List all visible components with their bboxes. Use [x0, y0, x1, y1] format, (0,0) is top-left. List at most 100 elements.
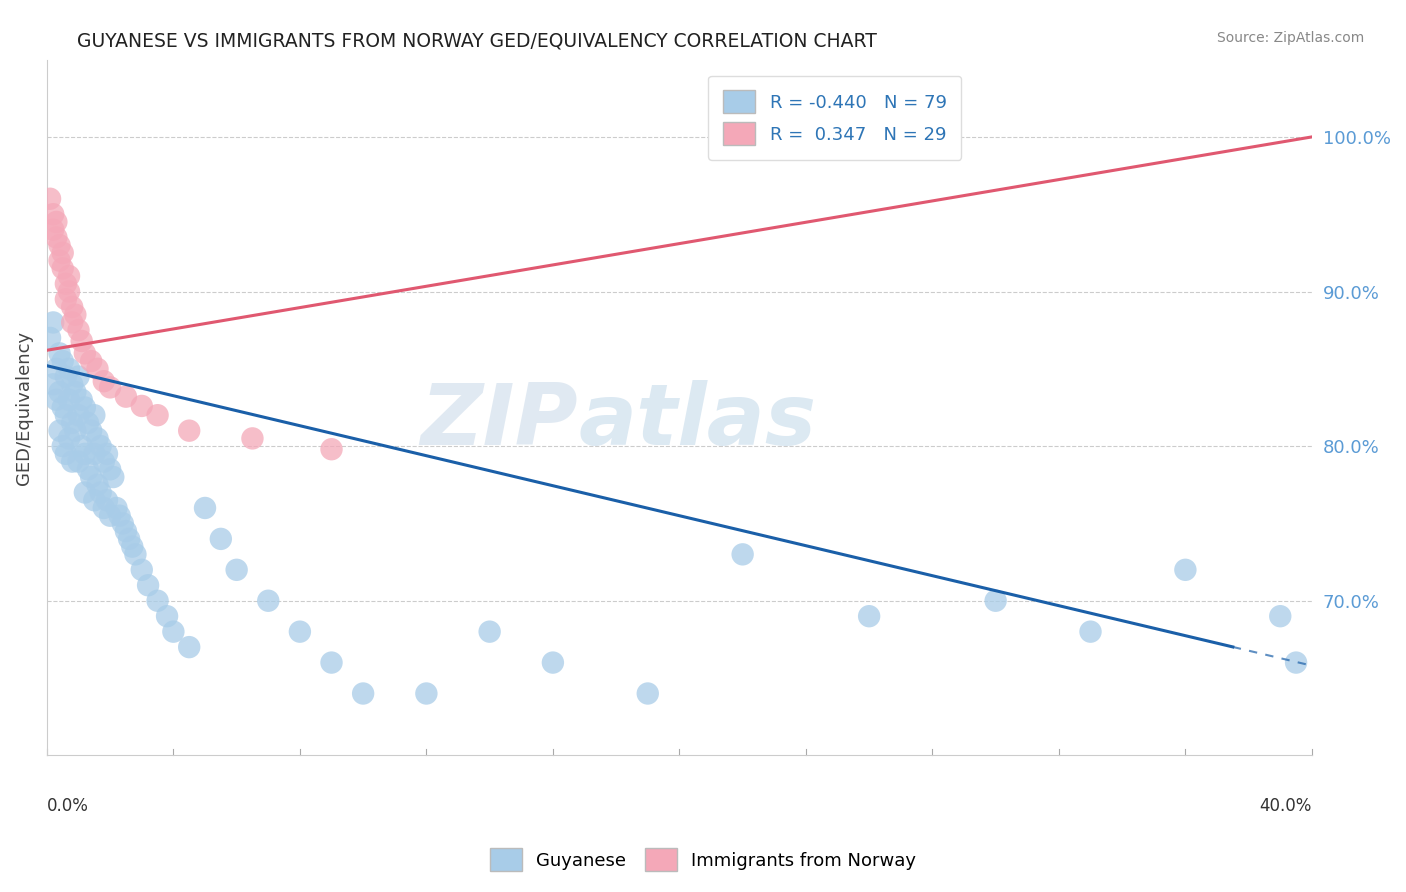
Point	[42, 207, 65, 221]
Point	[52, 354, 75, 368]
Point	[80, 424, 103, 438]
Point	[1080, 624, 1102, 639]
Point	[90, 439, 112, 453]
Point	[93, 454, 115, 468]
Point	[115, 390, 138, 404]
Point	[98, 380, 121, 394]
Point	[58, 392, 80, 407]
Point	[60, 454, 83, 468]
Point	[58, 285, 80, 299]
Point	[98, 462, 121, 476]
Point	[58, 361, 80, 376]
Y-axis label: GED/Equivalency: GED/Equivalency	[15, 330, 32, 484]
Text: atlas: atlas	[578, 380, 817, 463]
Point	[52, 261, 75, 276]
Point	[60, 300, 83, 314]
Point	[39, 331, 62, 345]
Point	[415, 686, 437, 700]
Point	[115, 524, 138, 538]
Point	[121, 540, 143, 554]
Point	[1285, 656, 1308, 670]
Point	[86, 361, 108, 376]
Point	[48, 238, 70, 252]
Point	[55, 292, 77, 306]
Point	[52, 245, 75, 260]
Point	[146, 408, 169, 422]
Point	[67, 454, 90, 468]
Point	[48, 424, 70, 438]
Point	[131, 399, 153, 413]
Point	[131, 563, 153, 577]
Point	[45, 361, 67, 376]
Point	[70, 439, 93, 453]
Text: ZIP: ZIP	[420, 380, 578, 463]
Point	[96, 493, 118, 508]
Point	[93, 500, 115, 515]
Point	[86, 431, 108, 445]
Point	[179, 640, 201, 654]
Point	[67, 369, 90, 384]
Point	[321, 656, 343, 670]
Point	[58, 268, 80, 283]
Point	[96, 447, 118, 461]
Text: GUYANESE VS IMMIGRANTS FROM NORWAY GED/EQUIVALENCY CORRELATION CHART: GUYANESE VS IMMIGRANTS FROM NORWAY GED/E…	[77, 31, 877, 50]
Point	[108, 508, 131, 523]
Point	[48, 346, 70, 360]
Point	[156, 609, 179, 624]
Point	[77, 462, 100, 476]
Point	[55, 277, 77, 291]
Point	[55, 447, 77, 461]
Point	[73, 401, 96, 415]
Point	[55, 408, 77, 422]
Point	[70, 392, 93, 407]
Point	[541, 656, 564, 670]
Text: 0.0%: 0.0%	[46, 797, 89, 815]
Point	[42, 315, 65, 329]
Point	[80, 354, 103, 368]
Point	[93, 374, 115, 388]
Point	[731, 547, 754, 561]
Legend: Guyanese, Immigrants from Norway: Guyanese, Immigrants from Norway	[482, 841, 924, 879]
Point	[352, 686, 374, 700]
Point	[48, 384, 70, 399]
Point	[90, 485, 112, 500]
Point	[80, 470, 103, 484]
Point	[105, 500, 128, 515]
Point	[58, 431, 80, 445]
Point	[55, 369, 77, 384]
Point	[83, 447, 105, 461]
Point	[65, 424, 87, 438]
Point	[98, 508, 121, 523]
Point	[179, 424, 201, 438]
Point	[67, 408, 90, 422]
Point	[984, 593, 1007, 607]
Point	[242, 431, 264, 445]
Point	[194, 500, 217, 515]
Point	[637, 686, 659, 700]
Point	[225, 563, 247, 577]
Point	[1174, 563, 1197, 577]
Point	[52, 401, 75, 415]
Point	[45, 230, 67, 244]
Point	[39, 192, 62, 206]
Legend: R = -0.440   N = 79, R =  0.347   N = 29: R = -0.440 N = 79, R = 0.347 N = 29	[709, 76, 962, 160]
Point	[257, 593, 280, 607]
Point	[858, 609, 880, 624]
Text: 40.0%: 40.0%	[1260, 797, 1312, 815]
Point	[86, 477, 108, 491]
Point	[42, 222, 65, 236]
Point	[103, 470, 125, 484]
Point	[48, 253, 70, 268]
Point	[478, 624, 501, 639]
Point	[73, 447, 96, 461]
Point	[65, 384, 87, 399]
Point	[73, 485, 96, 500]
Point	[60, 416, 83, 430]
Point	[45, 392, 67, 407]
Point	[77, 416, 100, 430]
Point	[67, 323, 90, 337]
Point	[83, 493, 105, 508]
Point	[52, 439, 75, 453]
Point	[60, 315, 83, 329]
Text: Source: ZipAtlas.com: Source: ZipAtlas.com	[1216, 31, 1364, 45]
